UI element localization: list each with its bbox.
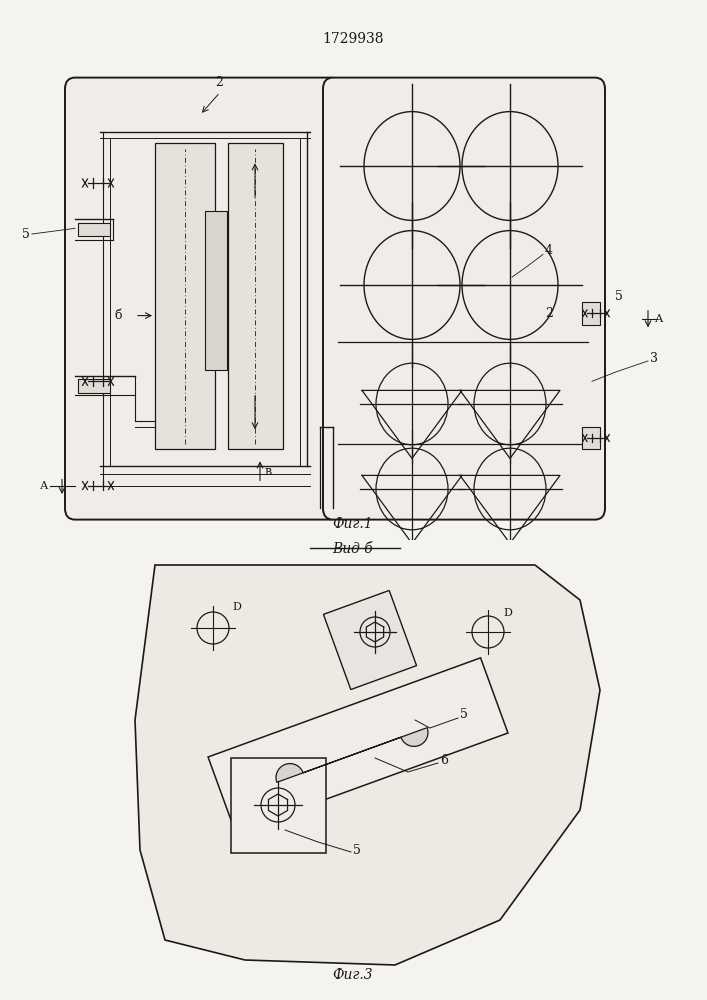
Text: 5: 5 <box>353 844 361 856</box>
Bar <box>582 302 600 325</box>
Text: 2: 2 <box>215 76 223 89</box>
Bar <box>230 758 325 852</box>
Bar <box>78 379 110 393</box>
FancyBboxPatch shape <box>65 78 340 520</box>
Polygon shape <box>208 658 508 832</box>
Text: D: D <box>503 608 512 618</box>
Polygon shape <box>323 590 416 690</box>
Text: б: б <box>115 309 122 322</box>
Bar <box>582 427 600 449</box>
Text: в: в <box>265 465 272 478</box>
Text: 6: 6 <box>440 754 448 766</box>
Polygon shape <box>135 565 600 965</box>
Text: 4: 4 <box>545 244 553 257</box>
Bar <box>155 143 215 449</box>
Bar <box>228 143 283 449</box>
Text: А: А <box>655 314 663 324</box>
Text: 5: 5 <box>615 290 623 303</box>
Bar <box>205 211 227 370</box>
Bar <box>78 223 110 236</box>
Text: 3: 3 <box>650 352 658 365</box>
Text: А: А <box>40 481 48 491</box>
Text: 5: 5 <box>22 228 30 240</box>
Polygon shape <box>276 728 428 782</box>
Text: 1729938: 1729938 <box>323 32 384 46</box>
Text: 2: 2 <box>545 307 553 320</box>
Text: D: D <box>232 602 241 612</box>
Text: Вид б: Вид б <box>332 542 373 556</box>
Text: Фиг.3: Фиг.3 <box>333 968 373 982</box>
Text: 5: 5 <box>460 708 468 722</box>
FancyBboxPatch shape <box>323 78 605 520</box>
Text: Фиг.1: Фиг.1 <box>333 517 373 531</box>
